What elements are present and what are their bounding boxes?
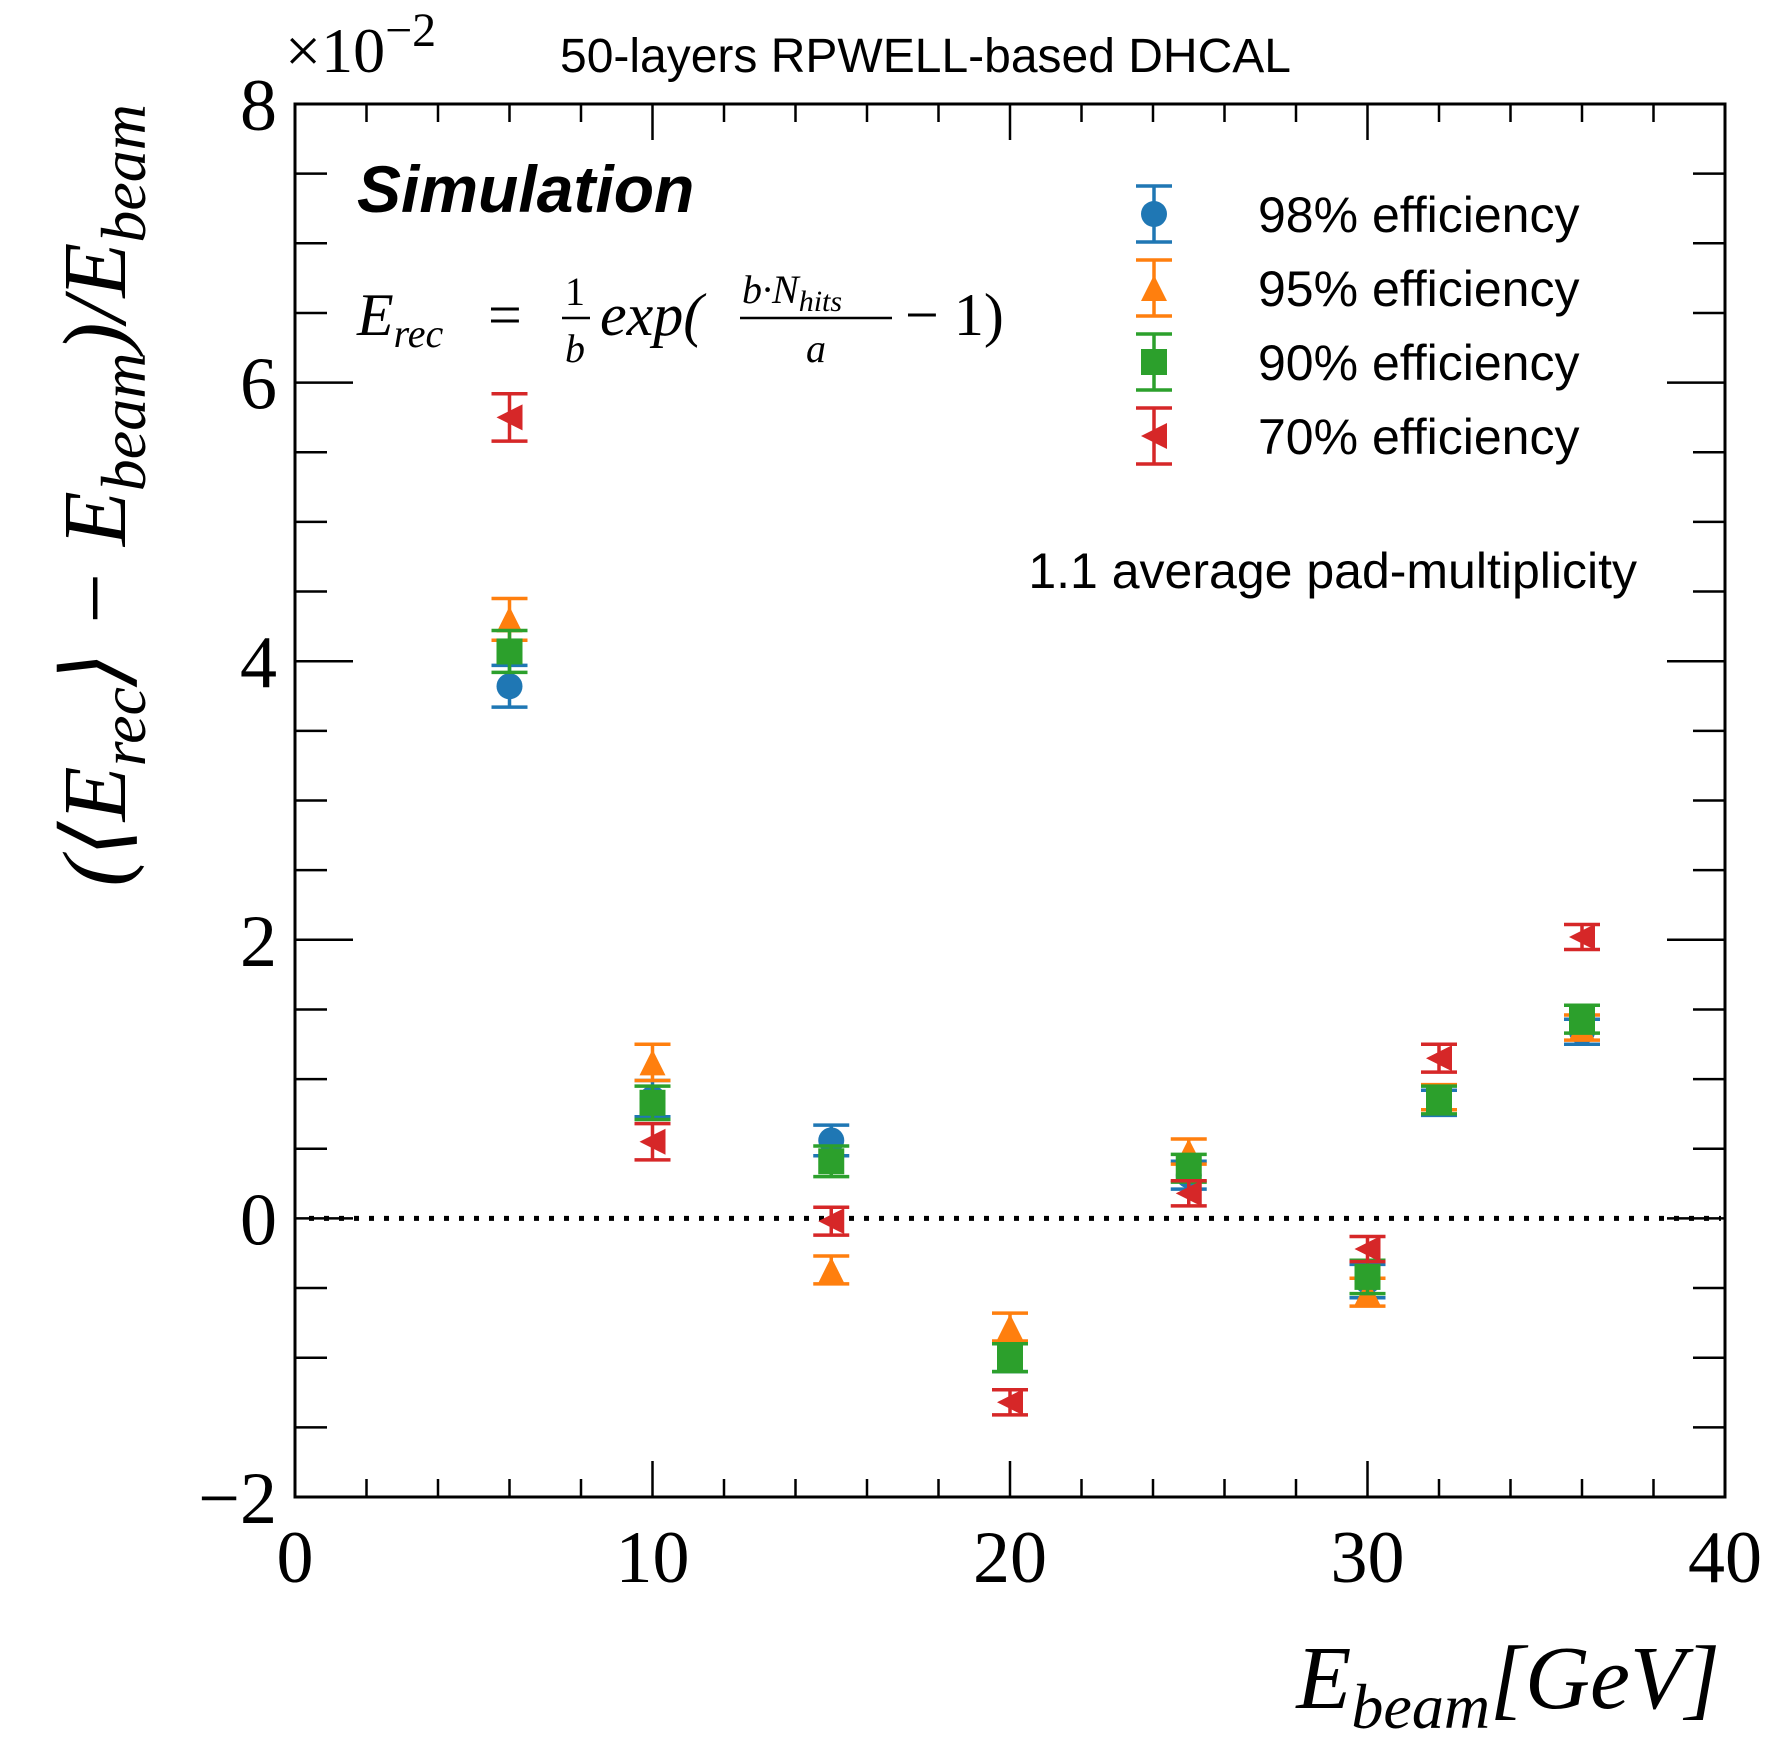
y-axis-label: (⟨Erec⟩ − Ebeam)/Ebeam [46,104,159,886]
x-tick-label: 0 [277,1517,314,1599]
y-tick-label: 4 [240,622,277,704]
data-point [496,404,523,431]
data-point [1426,1086,1452,1113]
legend-label: 90% efficiency [1258,335,1579,391]
svg-text:− 1): − 1) [905,282,1004,348]
data-marks [491,391,1600,1417]
tick-marks [293,102,1727,1499]
data-point [496,673,523,700]
x-tick-label: 10 [616,1517,690,1599]
y-multiplier: ×10−2 [285,4,436,86]
legend-marker [1141,275,1167,301]
data-point [1175,1180,1202,1207]
pad-multiplicity-annotation: 1.1 average pad-multiplicity [1028,543,1637,599]
svg-text:exp(: exp( [600,282,707,348]
legend-label: 95% efficiency [1258,261,1579,317]
data-point [1426,1045,1452,1072]
legend-entry: 90% efficiency [1136,332,1579,392]
data-point [496,638,523,665]
x-axis-label: Ebeam[GeV] [1294,1629,1720,1742]
data-point [1354,1263,1381,1290]
y-tick-label: 0 [240,1179,277,1261]
legend: 98% efficiency 95% efficiency 90% efficien… [1136,184,1579,466]
legend-entry: 70% efficiency [1136,406,1579,466]
legend-label: 70% efficiency [1258,409,1579,465]
series-3 [491,391,1600,1417]
legend-marker [1141,349,1167,375]
data-point [997,1389,1023,1416]
x-tick-label: 30 [1331,1517,1405,1599]
data-point [818,1208,845,1235]
simulation-label: Simulation [357,152,694,226]
legend-marker [1141,423,1167,449]
series-1 [491,596,1600,1343]
svg-text:b·Nhits: b·Nhits [742,267,842,318]
data-point [496,606,523,633]
data-point [639,1049,666,1076]
chart-title: 50-layers RPWELL-based DHCAL [560,30,1291,83]
svg-text:Erec: Erec [356,282,443,356]
series-0 [491,663,1600,1374]
svg-text:a: a [806,326,826,371]
data-point [818,1256,845,1283]
data-point [1175,1155,1202,1182]
data-point [1354,1236,1381,1263]
formula: Erec = 1 b exp( b·Nhits a − 1) [356,267,1004,371]
data-point [1569,1006,1595,1033]
legend-entry: 98% efficiency [1136,184,1579,244]
data-point [639,1089,666,1116]
svg-text:=: = [488,282,522,348]
svg-text:1: 1 [565,269,585,314]
legend-label: 98% efficiency [1258,187,1579,243]
legend-marker [1141,201,1167,227]
x-tick-label: 20 [973,1517,1047,1599]
y-tick-label: 2 [240,901,277,983]
data-point [997,1314,1023,1341]
y-tick-label: 8 [240,65,277,147]
data-point [639,1128,666,1155]
data-point [997,1344,1023,1371]
svg-text:b: b [565,326,585,371]
data-point [1569,924,1595,951]
legend-entry: 95% efficiency [1136,258,1579,318]
x-tick-label: 40 [1688,1517,1762,1599]
series-2 [491,628,1600,1374]
data-point [818,1148,845,1175]
y-tick-label: −2 [198,1458,277,1540]
y-tick-label: 6 [240,344,277,426]
